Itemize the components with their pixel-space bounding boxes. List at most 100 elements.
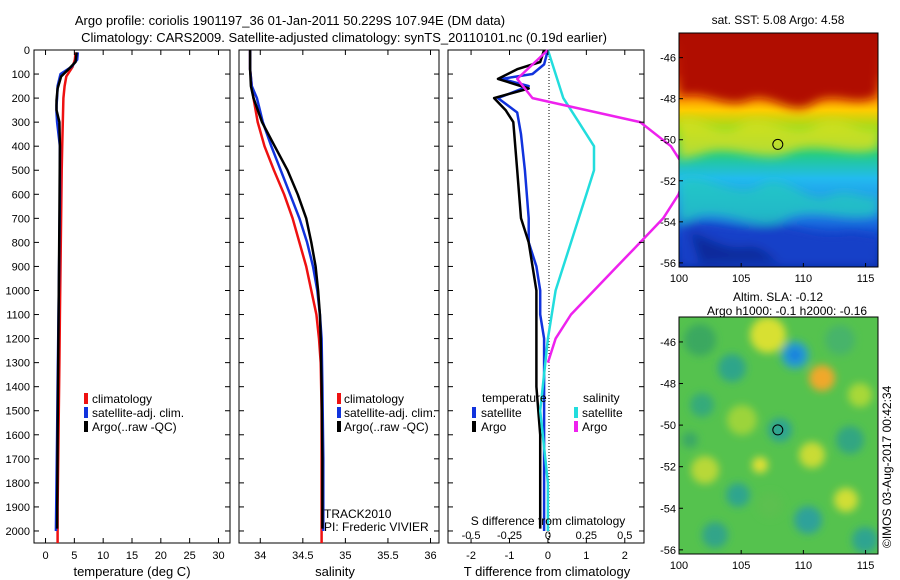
x-tick-label: 1 <box>583 550 589 562</box>
legend-swatch-argo <box>84 421 88 432</box>
salinity-x-label: salinity <box>315 564 355 579</box>
t-difference-label: T difference from climatology <box>464 564 631 579</box>
depth-tick-label: 400 <box>12 141 30 153</box>
series-line-climatology <box>248 50 323 543</box>
depth-tick-label: 900 <box>12 261 30 273</box>
x-tick-label: -2 <box>466 550 476 562</box>
depth-tick-label: 1600 <box>6 430 30 442</box>
depth-tick-label: 1100 <box>6 310 30 322</box>
x-tick-label: 0 <box>545 550 551 562</box>
sla-map-panel: Altim. SLA: -0.12 Argo h1000: -0.1 h2000… <box>660 290 879 572</box>
depth-tick-label: 200 <box>12 93 30 105</box>
depth-tick-label: 2000 <box>6 526 30 538</box>
lat-tick-label: -48 <box>660 379 676 391</box>
depth-tick-label: 1200 <box>6 334 30 346</box>
legend-label-s-argo: Argo <box>582 420 608 434</box>
depth-tick-label: 1500 <box>6 406 30 418</box>
series-line-temperature-satellite <box>496 49 550 531</box>
lat-tick-label: -48 <box>660 94 676 106</box>
lon-tick-label: 110 <box>795 560 813 572</box>
depth-tick-label: 600 <box>12 189 30 201</box>
difference-panel: -2 -1 0 1 2 -0.5 -0.25 0 0.25 0.5 S difference fr… <box>447 49 688 579</box>
legend-swatch-t-satellite <box>472 407 476 418</box>
depth-tick-label: 1700 <box>6 454 30 466</box>
s-diff-tick-label: 0 <box>545 530 551 542</box>
lat-tick-label: -50 <box>660 135 676 147</box>
legend-swatch-climatology <box>84 393 88 404</box>
lat-tick-label: -46 <box>660 337 676 349</box>
sla-map-frame <box>678 316 879 555</box>
legend-swatch-argo <box>337 421 341 432</box>
imos-credit: ©IMOS 03-Aug-2017 00:42:34 <box>880 385 894 548</box>
s-diff-tick-label: -0.25 <box>497 530 522 542</box>
sst-map-panel: sat. SST: 5.08 Argo: 4.58 100 105 110 115 -4… <box>660 13 879 285</box>
x-tick-label: 35 <box>339 550 351 562</box>
s-diff-tick-label: 0.25 <box>576 530 597 542</box>
s-diff-tick-label: -0.5 <box>462 530 481 542</box>
temperature-legend: climatology satellite-adj. clim. Argo(..… <box>84 392 184 434</box>
x-tick-label: 25 <box>184 550 196 562</box>
x-tick-label: 34 <box>254 550 266 562</box>
lon-tick-label: 115 <box>857 273 875 285</box>
x-tick-label: 36 <box>424 550 436 562</box>
legend-header-temperature: temperature <box>482 391 547 405</box>
profile-location-marker <box>772 138 784 150</box>
salinity-panel: 34 34.5 35 35.5 36 salinity climatology sate… <box>238 49 440 579</box>
lon-tick-label: 100 <box>670 560 688 572</box>
lon-tick-label: 100 <box>670 273 688 285</box>
depth-tick-label: 1300 <box>6 358 30 370</box>
x-tick-label: 5 <box>71 550 77 562</box>
legend-label-climatology: climatology <box>344 392 404 406</box>
lat-tick-label: -54 <box>660 503 676 515</box>
legend-swatch-t-argo <box>472 421 476 432</box>
depth-tick-label: 500 <box>12 165 30 177</box>
depth-tick-label: 100 <box>12 69 30 81</box>
legend-label-t-satellite: satellite <box>481 406 522 420</box>
difference-legend: temperature satellite Argo salinity sate… <box>472 391 623 434</box>
legend-swatch-climatology <box>337 393 341 404</box>
legend-swatch-satellite <box>84 407 88 418</box>
lon-tick-label: 110 <box>795 273 813 285</box>
legend-label-s-satellite: satellite <box>582 406 623 420</box>
sla-heatmap <box>679 317 878 554</box>
x-tick-label: 0 <box>42 550 48 562</box>
legend-header-salinity: salinity <box>583 391 620 405</box>
sla-map-title-line-1: Altim. SLA: -0.12 <box>733 290 823 304</box>
sla-map-title-line-2: Argo h1000: -0.1 h2000: -0.16 <box>707 304 867 318</box>
figure-title-line-2: Climatology: CARS2009. Satellite-adjuste… <box>81 30 607 45</box>
lon-tick-label: 105 <box>732 560 750 572</box>
salinity-legend: climatology satellite-adj. clim. Argo(..… <box>337 392 436 434</box>
sst-map-title: sat. SST: 5.08 Argo: 4.58 <box>712 13 845 27</box>
lat-tick-label: -56 <box>660 258 676 270</box>
series-line-temperature-argo <box>492 49 546 529</box>
legend-swatch-satellite <box>337 407 341 418</box>
x-tick-label: 10 <box>97 550 109 562</box>
x-tick-label: -1 <box>505 550 515 562</box>
depth-tick-label: 800 <box>12 237 30 249</box>
legend-label-argo: Argo(..raw -QC) <box>344 420 429 434</box>
pi-annotation: PI: Frederic VIVIER <box>324 520 429 534</box>
temperature-x-label: temperature (deg C) <box>73 564 190 579</box>
x-tick-label: 35.5 <box>377 550 398 562</box>
legend-label-satellite: satellite-adj. clim. <box>92 406 184 420</box>
sst-heatmap <box>679 33 878 267</box>
figure-title-line-1: Argo profile: coriolis 1901197_36 01-Jan… <box>75 13 505 28</box>
series-line-argo-raw-qc <box>55 52 78 529</box>
legend-swatch-s-argo <box>574 421 578 432</box>
depth-tick-label: 1400 <box>6 382 30 394</box>
s-diff-tick-label: 0.5 <box>617 530 632 542</box>
lat-tick-label: -52 <box>660 462 676 474</box>
series-line-salinity-argo <box>515 49 688 363</box>
legend-label-climatology: climatology <box>92 392 152 406</box>
legend-label-t-argo: Argo <box>481 420 507 434</box>
salinity-plot-frame <box>238 49 440 544</box>
depth-tick-label: 0 <box>24 45 30 57</box>
track-annotation: TRACK2010 <box>324 507 392 521</box>
depth-tick-label: 1800 <box>6 478 30 490</box>
depth-tick-label: 1900 <box>6 502 30 514</box>
x-tick-label: 20 <box>155 550 167 562</box>
legend-label-satellite: satellite-adj. clim. <box>344 406 436 420</box>
x-tick-label: 2 <box>622 550 628 562</box>
legend-label-argo: Argo(..raw -QC) <box>92 420 177 434</box>
